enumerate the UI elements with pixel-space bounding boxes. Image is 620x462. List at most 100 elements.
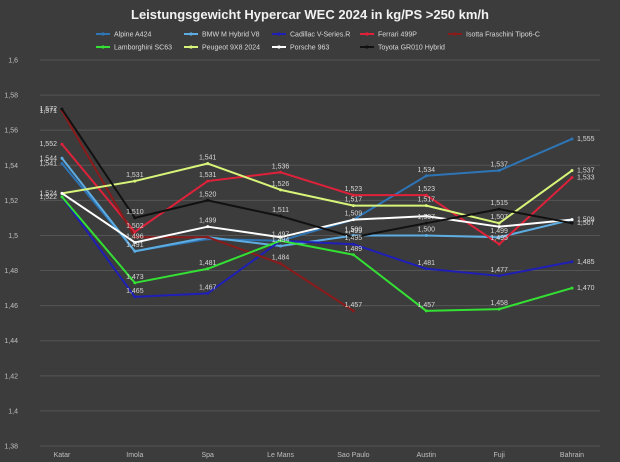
data-label: 1,467 xyxy=(199,284,217,291)
data-label: 1,502 xyxy=(126,223,144,230)
series-line xyxy=(61,162,573,225)
legend-item: Toyota GR010 Hybrid xyxy=(360,45,445,52)
legend-item: Porsche 963 xyxy=(272,45,329,52)
legend-item: Lamborghini SC63 xyxy=(96,45,172,52)
data-point xyxy=(351,242,355,246)
data-label: 1,489 xyxy=(345,246,363,253)
legend-marker xyxy=(189,32,193,36)
data-point xyxy=(497,221,501,225)
data-point xyxy=(497,225,501,229)
x-tick-label: Spa xyxy=(201,452,214,459)
y-tick-label: 1,54 xyxy=(4,163,18,170)
data-label: 1,499 xyxy=(490,228,508,235)
data-point xyxy=(206,291,210,295)
data-label: 1,571 xyxy=(39,108,57,115)
y-tick-label: 1,46 xyxy=(4,303,18,310)
data-point xyxy=(497,235,501,239)
data-label: 1,520 xyxy=(199,191,217,198)
data-label: 1,534 xyxy=(418,167,436,174)
y-tick-label: 1,56 xyxy=(4,128,18,135)
data-label: 1,526 xyxy=(272,181,290,188)
data-label: 1,500 xyxy=(418,226,436,233)
data-point xyxy=(60,142,64,146)
data-point xyxy=(351,309,355,313)
data-label: 1,500 xyxy=(345,226,363,233)
data-label: 1,481 xyxy=(199,260,217,267)
data-label: 1,465 xyxy=(126,288,144,295)
x-tick-label: Katar xyxy=(54,452,71,459)
data-point xyxy=(133,295,137,299)
data-point xyxy=(279,262,283,266)
data-point xyxy=(497,242,501,246)
data-point xyxy=(570,137,574,141)
series-4 xyxy=(60,109,355,313)
data-point xyxy=(60,191,64,195)
data-point xyxy=(206,162,210,166)
data-point xyxy=(351,218,355,222)
legend-label: Peugeot 9X8 2024 xyxy=(202,45,260,52)
data-label: 1,524 xyxy=(39,190,57,197)
data-point xyxy=(351,235,355,239)
data-point xyxy=(60,162,64,166)
data-label: 1,536 xyxy=(272,163,290,170)
data-label: 1,457 xyxy=(345,302,363,309)
data-point xyxy=(570,176,574,180)
series-7 xyxy=(60,191,574,244)
data-point xyxy=(497,169,501,173)
legend-label: Toyota GR010 Hybrid xyxy=(378,45,445,52)
legend-marker xyxy=(365,32,369,36)
legend-marker xyxy=(277,32,281,36)
data-point xyxy=(279,170,283,174)
data-label: 1,531 xyxy=(199,172,217,179)
x-axis: Katar Imola Spa Le Mans Sao Paulo Austin Fuji B… xyxy=(54,452,585,459)
series-line xyxy=(61,192,573,244)
data-label: 1,494 xyxy=(272,237,290,244)
data-label: 1,523 xyxy=(418,186,436,193)
x-tick-label: Sao Paulo xyxy=(337,452,369,459)
x-tick-label: Le Mans xyxy=(267,452,294,459)
data-label: 1,509 xyxy=(345,211,363,218)
legend-label: Ferrari 499P xyxy=(378,32,417,39)
legend-marker xyxy=(101,32,105,36)
data-label: 1,537 xyxy=(577,168,595,175)
y-tick-label: 1,38 xyxy=(4,444,18,451)
data-label: 1,473 xyxy=(126,274,144,281)
data-label: 1,470 xyxy=(577,285,595,292)
data-point xyxy=(279,235,283,239)
series-8 xyxy=(60,107,574,239)
data-label: 1,497 xyxy=(272,232,290,239)
series-lines xyxy=(60,107,574,313)
data-label: 1,517 xyxy=(418,197,436,204)
data-label: 1,495 xyxy=(490,235,508,242)
data-label: 1,484 xyxy=(272,255,290,262)
data-label: 1,457 xyxy=(418,302,436,309)
data-point xyxy=(570,286,574,290)
x-tick-label: Austin xyxy=(417,452,437,459)
y-tick-label: 1,4 xyxy=(8,408,18,415)
series-line xyxy=(61,196,573,312)
grid xyxy=(40,59,600,447)
x-tick-label: Bahrain xyxy=(560,452,584,459)
data-point xyxy=(424,174,428,178)
data-label: 1,499 xyxy=(199,218,217,225)
data-label: 1,541 xyxy=(39,161,57,168)
data-point xyxy=(424,214,428,218)
series-5 xyxy=(60,195,574,313)
legend-label: Porsche 963 xyxy=(290,45,329,52)
data-label: 1,499 xyxy=(345,228,363,235)
data-point xyxy=(133,179,137,183)
data-point xyxy=(206,198,210,202)
legend-item: BMW M Hybrid V8 xyxy=(184,32,260,39)
data-label: 1,507 xyxy=(577,220,595,227)
data-point xyxy=(351,253,355,257)
data-point xyxy=(60,195,64,199)
legend-item: Isotta Fraschini Tipo6-C xyxy=(448,32,540,39)
data-point xyxy=(133,216,137,220)
data-point xyxy=(206,267,210,271)
data-point xyxy=(351,193,355,197)
x-tick-label: Fuji xyxy=(494,452,506,459)
data-point xyxy=(570,218,574,222)
legend-item: Cadillac V-Series.R xyxy=(272,32,350,39)
